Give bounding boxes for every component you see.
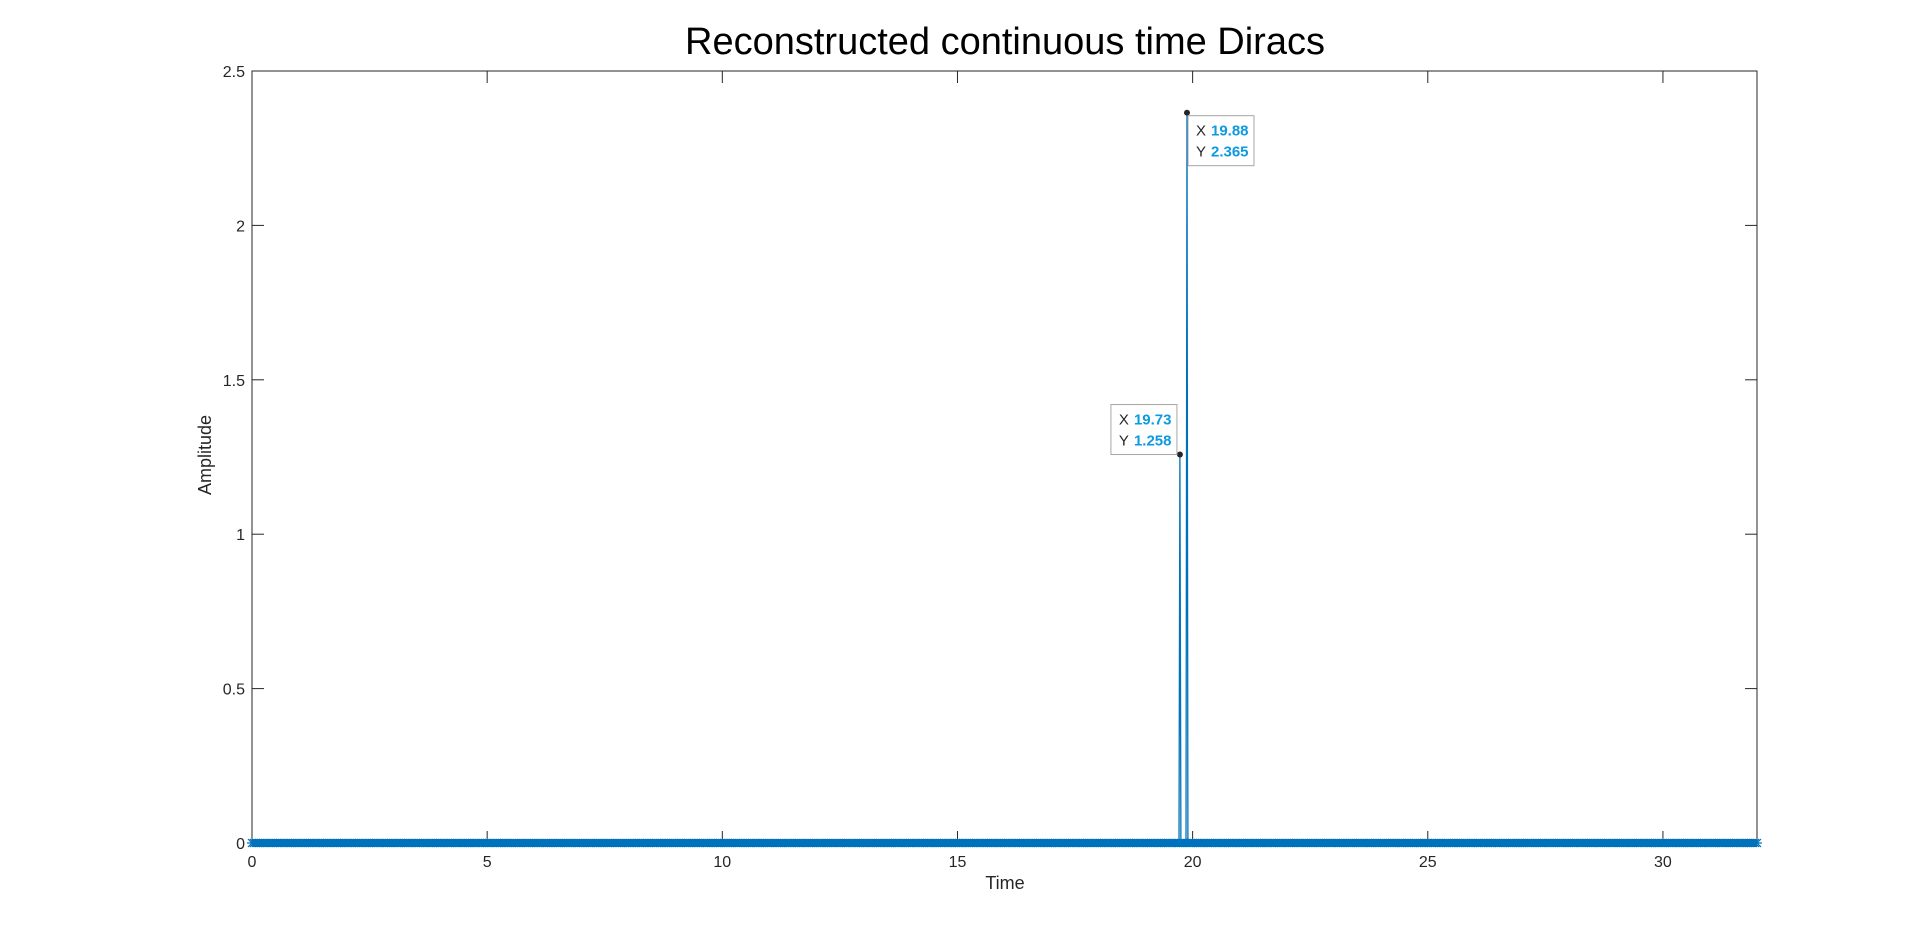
datatip-y-value: 1.258 [1134, 433, 1172, 450]
datatip-x-row: X 19.73 [1119, 412, 1172, 429]
spike-point [1183, 109, 1190, 116]
plot-box [251, 70, 1758, 844]
datatip-y-label: Y [1119, 433, 1129, 450]
y-tick-label: 0 [236, 836, 245, 853]
axes: 0 5 10 15 20 25 30 0 0.5 1 1.5 2 2.5 [223, 64, 1758, 871]
y-axis-label: Amplitude [195, 415, 215, 495]
baseline-band [252, 839, 1757, 847]
spike-line [1185, 112, 1189, 844]
x-tick-label: 5 [483, 854, 492, 871]
datatip-x-label: X [1196, 123, 1206, 140]
datatip-y-row: Y 1.258 [1119, 433, 1172, 450]
x-tick-label: 30 [1654, 854, 1672, 871]
datatips: X 19.73 Y 1.258 X 19.88 Y 2.365 [1110, 115, 1255, 456]
spike-line [1178, 454, 1182, 844]
datatip-box: X 19.88 Y 2.365 [1187, 115, 1255, 167]
datatip-y-value: 2.365 [1211, 144, 1249, 161]
datatip-x-value: 19.73 [1134, 412, 1172, 429]
x-tick-label: 25 [1419, 854, 1437, 871]
datatip-y-label: Y [1196, 144, 1206, 161]
y-tick-label: 2 [236, 218, 245, 235]
datatip-x-label: X [1119, 412, 1129, 429]
y-tick-label: 1.5 [223, 373, 245, 390]
x-axis-label: Time [985, 873, 1024, 893]
chart-title: Reconstructed continuous time Diracs [685, 21, 1325, 63]
x-tick-label: 15 [949, 854, 967, 871]
y-tick-label: 2.5 [223, 64, 245, 81]
datatip-background [1110, 404, 1178, 456]
datatip-y-row: Y 2.365 [1196, 144, 1249, 161]
series-line [247, 109, 1762, 848]
datatip-box: X 19.73 Y 1.258 [1110, 404, 1178, 456]
datatip-x-value: 19.88 [1211, 123, 1249, 140]
x-tick-label: 20 [1184, 854, 1202, 871]
datatip-x-row: X 19.88 [1196, 123, 1249, 140]
x-tick-label: 0 [248, 854, 257, 871]
y-tick-label: 1 [236, 527, 245, 544]
y-tick-label: 0.5 [223, 682, 245, 699]
datatip-background [1187, 115, 1255, 167]
x-tick-label: 10 [713, 854, 731, 871]
spike-point [1176, 451, 1183, 458]
